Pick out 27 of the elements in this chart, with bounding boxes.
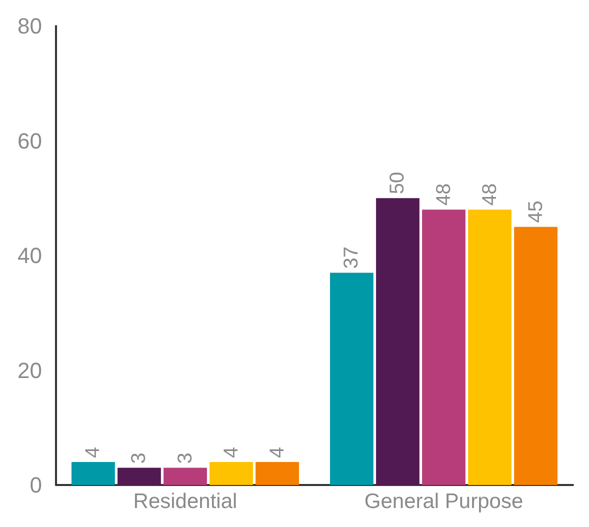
- bar: [164, 468, 207, 485]
- data-label: 3: [174, 452, 196, 464]
- bar: [256, 462, 299, 485]
- data-label: 48: [478, 183, 501, 206]
- bar: [210, 462, 253, 485]
- y-tick-label: 0: [30, 472, 42, 498]
- data-label: 4: [266, 446, 288, 458]
- y-tick-label: 20: [18, 358, 42, 383]
- bar: [330, 272, 374, 485]
- data-label: 3: [128, 452, 150, 464]
- y-tick-label: 80: [18, 14, 42, 38]
- y-tick-label: 60: [18, 128, 42, 154]
- bar: [422, 210, 466, 485]
- data-label: 4: [220, 446, 242, 458]
- data-label: 37: [340, 246, 363, 269]
- bar: [468, 210, 512, 485]
- x-tick-label: General Purpose: [364, 490, 524, 513]
- bar: [118, 468, 161, 485]
- y-tick-label: 40: [18, 243, 42, 268]
- bar: [72, 462, 115, 485]
- bar: [376, 198, 420, 485]
- x-tick-label: Residential: [133, 490, 238, 513]
- data-label: 50: [386, 172, 409, 194]
- data-label: 48: [432, 183, 455, 206]
- data-label: 45: [524, 200, 547, 223]
- data-label: 4: [82, 446, 104, 458]
- bar: [514, 226, 558, 485]
